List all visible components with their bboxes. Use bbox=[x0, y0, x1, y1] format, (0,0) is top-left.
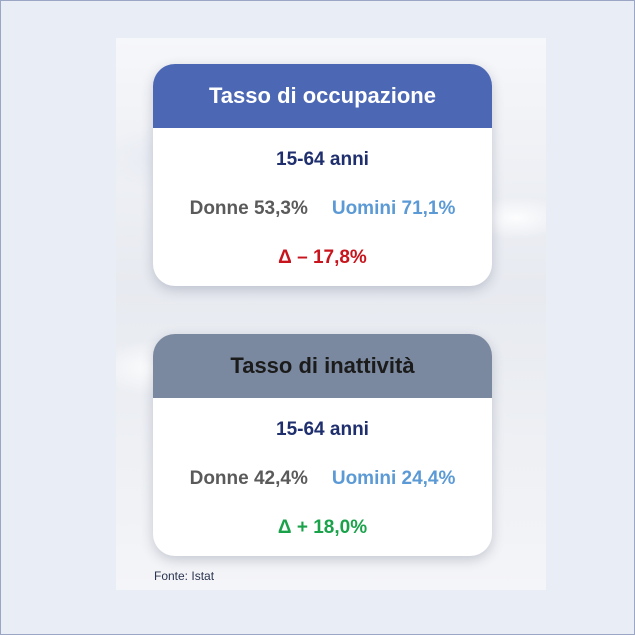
men-value: Uomini 71,1% bbox=[331, 198, 456, 219]
age-group-label: 15-64 anni bbox=[276, 149, 369, 170]
source-note: Fonte: Istat bbox=[154, 569, 215, 583]
women-value: Donne 53,3% bbox=[189, 198, 308, 219]
card-inactivity-rate: Tasso di inattività 15-64 anni Donne 42,… bbox=[153, 334, 492, 556]
gender-gap-delta: Δ + 18,0% bbox=[277, 517, 368, 538]
gender-values-row: Donne 42,4% Uomini 24,4% bbox=[153, 468, 492, 490]
card-title: Tasso di occupazione bbox=[153, 64, 492, 128]
age-group-label: 15-64 anni bbox=[276, 419, 369, 440]
gender-gap-delta: Δ – 17,8% bbox=[278, 247, 367, 268]
women-value: Donne 42,4% bbox=[189, 468, 308, 489]
card-employment-rate: Tasso di occupazione 15-64 anni Donne 53… bbox=[153, 64, 492, 286]
card-title: Tasso di inattività bbox=[153, 334, 492, 398]
gender-values-row: Donne 53,3% Uomini 71,1% bbox=[153, 198, 492, 220]
men-value: Uomini 24,4% bbox=[331, 468, 456, 489]
